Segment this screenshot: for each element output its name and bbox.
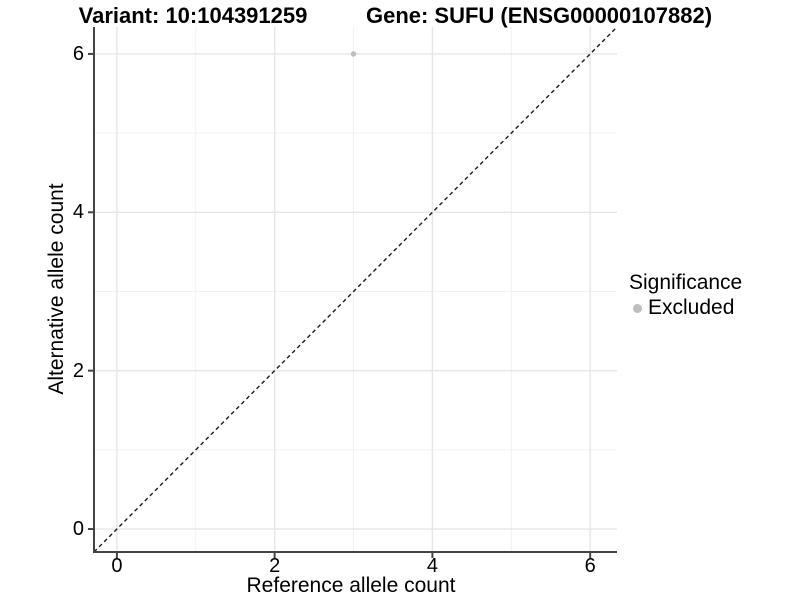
data-point	[350, 51, 357, 57]
x-tick-label: 4	[426, 555, 438, 577]
legend-title: Significance	[629, 271, 743, 294]
legend-item-excluded: Excluded	[629, 296, 742, 320]
x-tick-label: 2	[269, 555, 281, 577]
y-axis-title: Alternative allele count	[45, 183, 68, 395]
plot-title-gene: Gene: SUFU (ENSG00000107882)	[365, 3, 713, 28]
x-tick-label: 6	[584, 555, 596, 577]
y-tick-label: 4	[72, 201, 84, 224]
y-tick-label: 6	[72, 42, 84, 65]
x-tick-label: 0	[111, 555, 123, 577]
y-tick-label: 2	[72, 359, 84, 382]
legend: Significance Excluded	[629, 271, 742, 320]
legend-item-label: Excluded	[648, 296, 735, 319]
y-tick-label: 0	[72, 518, 84, 541]
identity-line	[93, 26, 618, 553]
plot-title-variant: Variant: 10:104391259	[78, 3, 308, 28]
legend-key-dot-icon	[633, 303, 642, 313]
x-axis-title: Reference allele count	[246, 574, 456, 597]
